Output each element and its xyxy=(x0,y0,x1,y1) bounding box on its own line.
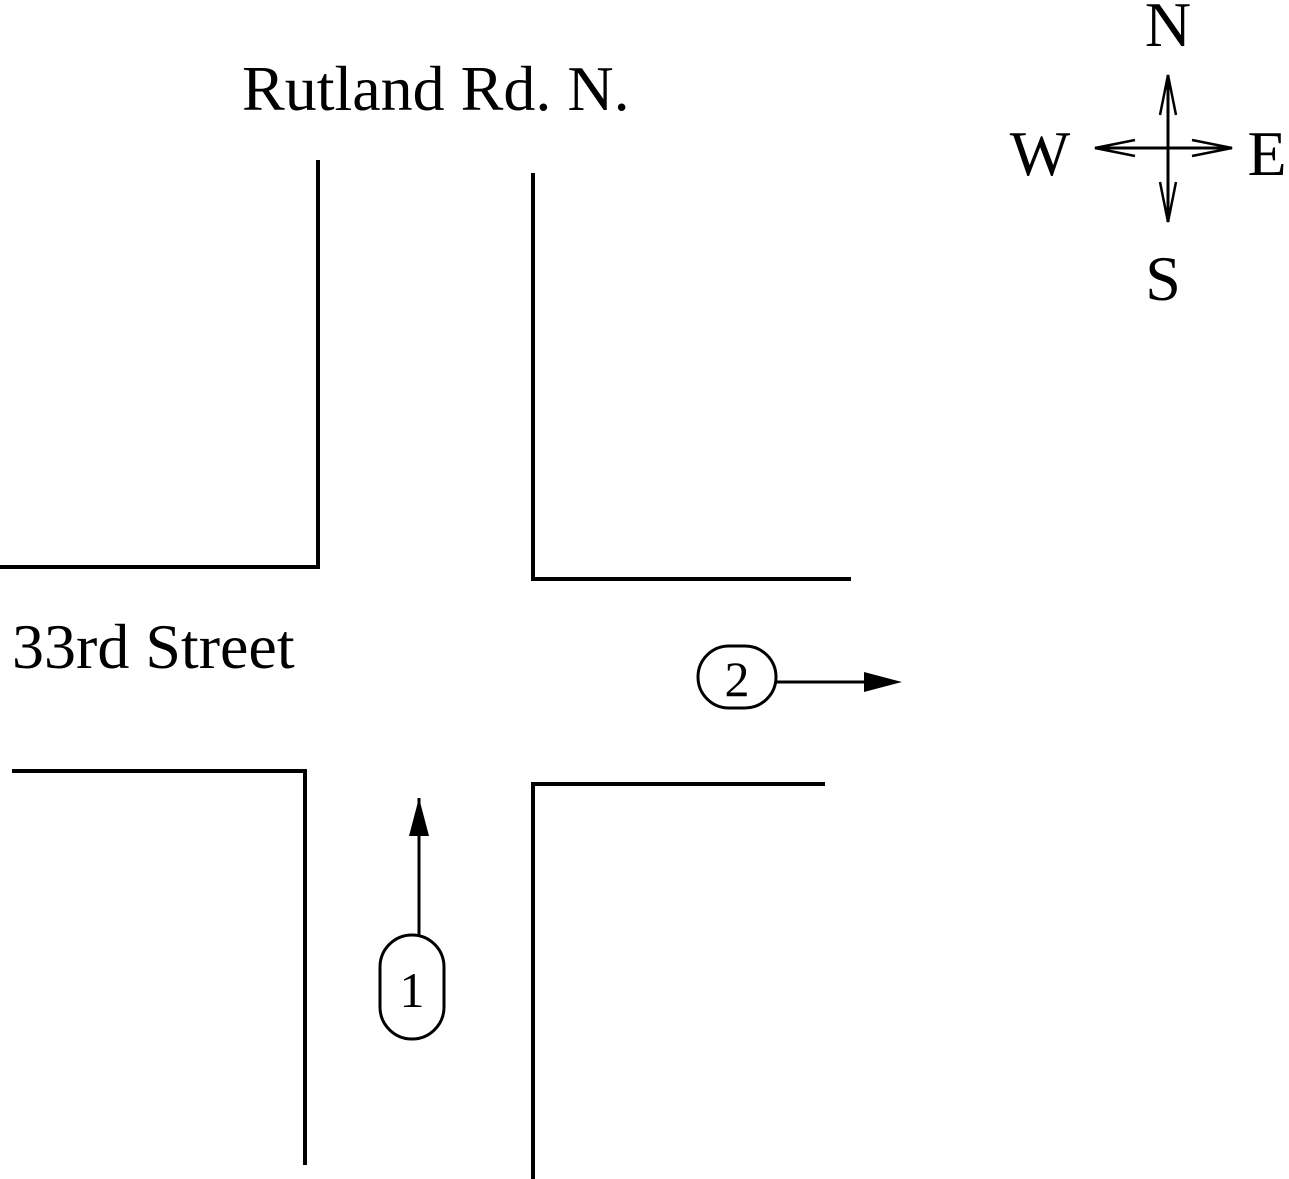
compass-west-label: W xyxy=(1010,118,1071,189)
compass-west-arrowhead xyxy=(1094,138,1136,158)
compass-south-arrowhead xyxy=(1158,181,1178,223)
curb-southeast xyxy=(531,782,825,1179)
vehicle-1-label: 1 xyxy=(400,962,425,1018)
curbs xyxy=(0,160,851,1179)
compass-east-label: E xyxy=(1247,118,1286,189)
compass-north-arrowhead xyxy=(1158,74,1178,116)
compass-east-arrowhead xyxy=(1191,138,1233,158)
east-west-street-label: 33rd Street xyxy=(12,611,295,682)
vehicle-2-arrowhead xyxy=(864,672,902,692)
compass-rose: N S W E xyxy=(1010,0,1287,314)
compass-north-label: N xyxy=(1145,0,1191,60)
curb-southwest xyxy=(12,769,307,1165)
vehicle-2-body xyxy=(696,644,778,710)
vehicle-2: 2 xyxy=(696,644,902,710)
compass-south-label: S xyxy=(1145,243,1181,314)
curb-northwest xyxy=(0,160,320,569)
vehicle-1: 1 xyxy=(378,798,446,1041)
vehicle-2-label: 2 xyxy=(725,651,750,707)
curb-northeast xyxy=(531,173,851,581)
north-south-street-label: Rutland Rd. N. xyxy=(242,53,630,124)
vehicle-1-body xyxy=(378,933,446,1041)
vehicle-1-arrowhead xyxy=(409,798,429,836)
